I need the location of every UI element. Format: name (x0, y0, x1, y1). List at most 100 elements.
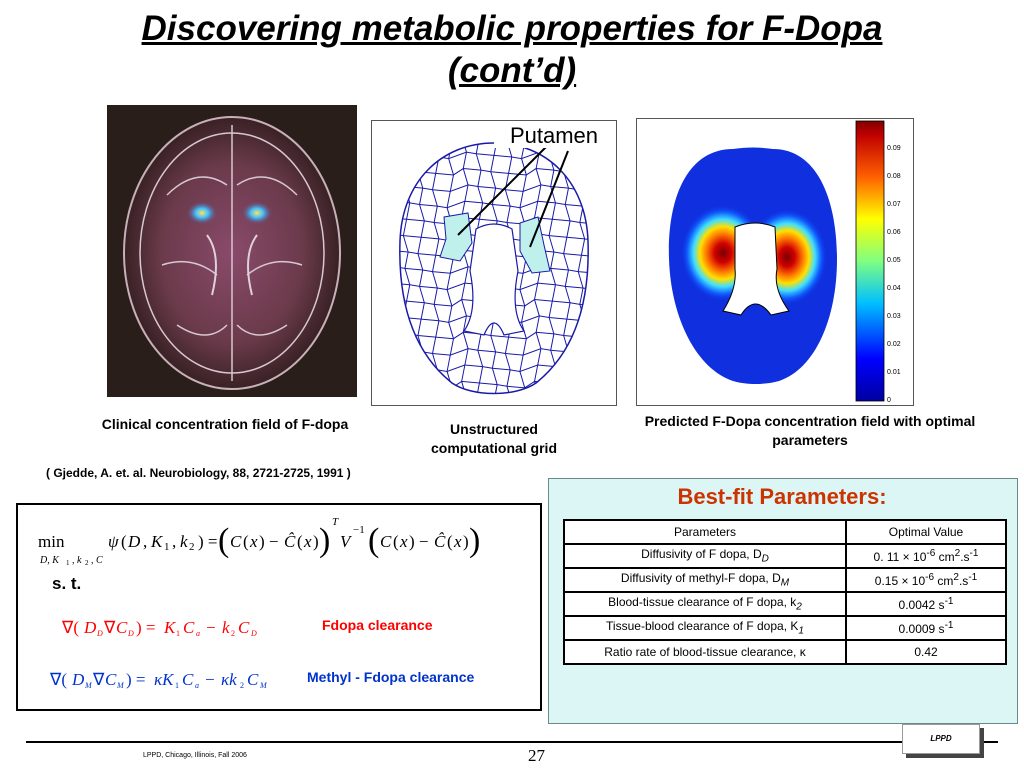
svg-text:1: 1 (164, 541, 170, 553)
svg-text:∇: ∇ (92, 670, 105, 689)
putamen-left-region (439, 212, 473, 262)
grid-line (432, 143, 440, 394)
lppd-logo: LPPD (902, 724, 980, 754)
svg-text:2: 2 (85, 559, 89, 567)
slide-title-line1: Discovering metabolic properties for F-D… (141, 9, 883, 48)
param-value-cell: 0.15 × 10-6 cm2.s-1 (847, 569, 1005, 591)
slide-title-line2: (cont’d) (447, 51, 577, 90)
table-row: Diffusivity of F dopa, DD 0. 11 × 10-6 cm… (565, 545, 1005, 567)
param-exp: -6 (926, 548, 936, 559)
svg-text:): ) (319, 522, 330, 559)
param-value-cell: 0.0042 s-1 (847, 593, 1005, 615)
ventricle-shape (462, 223, 526, 336)
svg-text:D: D (96, 629, 103, 638)
table-header-optimal-value: Optimal Value (847, 521, 1005, 543)
svg-text:−: − (205, 670, 215, 689)
colorbar-tick-label: 0.07 (887, 201, 901, 208)
svg-text:C: C (183, 618, 195, 637)
colorbar-tick-label: 0.02 (887, 341, 901, 348)
colorbar-tick-label: 0.01 (887, 369, 901, 376)
svg-text:) −: ) − (259, 532, 279, 551)
clinical-brain-image (107, 105, 357, 397)
unstructured-grid-illustration: Putamen (394, 122, 616, 404)
grid-line (519, 143, 527, 394)
predicted-field-panel: 0.09 0.08 0.07 0.06 0.05 0.04 0.03 0.02 0.01 0 (636, 118, 914, 406)
svg-text:(: ( (368, 522, 379, 559)
footer-divider (26, 741, 998, 743)
best-fit-title: Best-fit Parameters: (677, 484, 887, 509)
colorbar-tick-label: 0.03 (887, 313, 901, 320)
fdopa-clearance-equation: ∇( D D ∇ C D ) = K 1 C a − k 2 C D (61, 618, 257, 638)
putamen-pointer-right (529, 150, 569, 248)
param-name-cell: Diffusivity of F dopa, DD (565, 545, 845, 567)
svg-text:a: a (195, 681, 199, 690)
svg-text:) =: ) = (136, 618, 156, 637)
svg-text:C: C (116, 618, 128, 637)
param-name: Diffusivity of methyl-F dopa, D (620, 571, 781, 586)
grid-line (461, 143, 469, 394)
param-value-cell: 0.0009 s-1 (847, 617, 1005, 639)
svg-text:) =: ) = (126, 670, 146, 689)
slide-title: Discovering metabolic properties for F-D… (0, 8, 1024, 92)
svg-text:C: C (105, 670, 117, 689)
svg-text:k: k (180, 532, 188, 551)
colorbar-tick-label: 0.09 (887, 145, 901, 152)
param-subscript: 1 (798, 625, 804, 637)
computational-grid-panel: Putamen (371, 120, 617, 406)
svg-text:D, K: D, K (39, 555, 60, 566)
param-subscript: M (780, 577, 790, 589)
svg-text:x: x (249, 532, 258, 551)
colorbar-tick-label: 0 (887, 397, 891, 404)
svg-text:(: ( (243, 532, 249, 551)
param-value: 0. 11 × 10 (873, 550, 927, 564)
param-value: 0.42 (914, 645, 938, 659)
svg-text:,: , (143, 532, 147, 551)
svg-text:min: min (38, 532, 65, 551)
svg-text:2: 2 (240, 681, 244, 690)
fdopa-clearance-label: Fdopa clearance (322, 617, 433, 633)
svg-text:D: D (83, 618, 97, 637)
svg-text:2: 2 (189, 541, 195, 553)
svg-text:1: 1 (175, 681, 179, 690)
svg-text:κk: κk (221, 670, 237, 689)
param-subscript: 2 (796, 601, 802, 613)
svg-text:Ĉ: Ĉ (284, 532, 296, 551)
svg-text:∇: ∇ (103, 618, 116, 637)
colorbar-tick-label: 0.04 (887, 285, 901, 292)
param-value-cell: 0. 11 × 10-6 cm2.s-1 (847, 545, 1005, 567)
param-unit-exp: 2 (954, 548, 961, 559)
table-row: Tissue-blood clearance of F dopa, K1 0.00… (565, 617, 1005, 639)
svg-text:x: x (453, 532, 462, 551)
param-unit: cm (934, 574, 954, 588)
svg-text:x: x (399, 532, 408, 551)
param-value-cell: 0.42 (847, 641, 1005, 663)
svg-text:K: K (163, 618, 177, 637)
param-name-cell: Diffusivity of methyl-F dopa, DM (565, 569, 845, 591)
param-value: 0.15 × 10 (874, 574, 926, 588)
svg-text:,: , (172, 532, 176, 551)
param-subscript: D (761, 553, 769, 565)
svg-text:(: ( (218, 522, 229, 559)
svg-text:) −: ) − (409, 532, 429, 551)
svg-text:M: M (84, 681, 93, 690)
svg-text:, k: , k (72, 555, 82, 566)
param-exp: -1 (944, 596, 954, 607)
grid-line (593, 142, 599, 404)
subject-to-label: s. t. (52, 574, 82, 593)
svg-text:ψ: ψ (108, 532, 119, 551)
caption-clinical: Clinical concentration field of F-dopa (101, 416, 349, 432)
clinical-brain-illustration (107, 105, 357, 397)
svg-text:(: ( (447, 532, 453, 551)
svg-text:a: a (196, 629, 200, 638)
svg-text:C: C (182, 670, 194, 689)
svg-text:, C: , C (91, 555, 103, 566)
grid-line (394, 398, 595, 404)
svg-text:D: D (127, 629, 134, 638)
param-unit-tail: .s (960, 550, 970, 564)
svg-text:T: T (332, 516, 339, 528)
param-tail-exp: -1 (969, 548, 979, 559)
svg-text:∇(: ∇( (49, 670, 67, 689)
param-exp: -6 (925, 572, 935, 583)
predicted-field-plot: 0.09 0.08 0.07 0.06 0.05 0.04 0.03 0.02 0.01 0 (668, 120, 901, 404)
colorbar-tick-label: 0.08 (887, 173, 901, 180)
